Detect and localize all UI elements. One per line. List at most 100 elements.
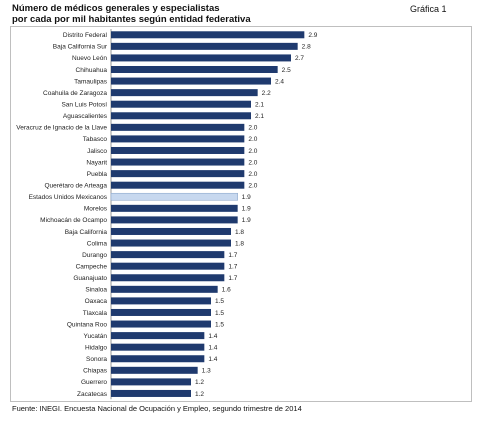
bar	[111, 332, 205, 340]
bar	[111, 77, 271, 85]
bar	[111, 216, 238, 224]
bar	[111, 389, 191, 397]
value-label: 1.5	[215, 321, 224, 328]
category-label: Nuevo León	[72, 55, 107, 62]
value-label: 1.7	[228, 275, 237, 282]
category-label: Jalisco	[87, 148, 107, 155]
value-label: 2.4	[275, 78, 284, 85]
value-label: 1.7	[228, 263, 237, 270]
category-label: Tabasco	[83, 136, 108, 143]
value-label: 1.9	[242, 217, 251, 224]
value-label: 2.1	[255, 102, 264, 109]
category-label: Guerrero	[81, 379, 107, 386]
category-label: Tlaxcala	[83, 310, 108, 317]
value-label: 2.0	[248, 171, 257, 178]
bar	[111, 146, 245, 154]
bar	[111, 31, 305, 39]
bar	[111, 112, 251, 120]
bar	[111, 170, 245, 178]
category-label: Yucatán	[84, 333, 108, 340]
value-label: 1.7	[228, 252, 237, 259]
value-label: 1.9	[242, 206, 251, 213]
category-label: Campeche	[76, 263, 108, 270]
bar	[111, 320, 211, 328]
bar	[111, 42, 298, 50]
value-label: 2.0	[248, 136, 257, 143]
category-label: Baja California	[65, 229, 108, 236]
value-label: 2.1	[255, 113, 264, 120]
source-note: Fuente: INEGI. Encuesta Nacional de Ocup…	[12, 404, 302, 413]
category-label: Hidalgo	[85, 344, 107, 351]
value-label: 1.5	[215, 310, 224, 317]
bar	[111, 100, 251, 108]
category-label: Colima	[87, 240, 108, 247]
category-label: Chiapas	[83, 368, 108, 375]
category-label: Durango	[82, 252, 107, 259]
bar	[111, 123, 245, 131]
category-label: Sinaloa	[85, 287, 107, 294]
bar	[111, 227, 231, 235]
bar	[111, 54, 291, 62]
chart-title: Número de médicos generales y especialis…	[12, 3, 342, 25]
chart-frame: Distrito Federal 2.9 Baja California Sur 2.…	[10, 26, 472, 402]
graph-number-label: Gráfica 1	[410, 4, 447, 14]
value-label: 1.8	[235, 229, 244, 236]
value-label: 2.0	[248, 125, 257, 132]
category-label: Nayarit	[86, 159, 107, 166]
bar	[111, 135, 245, 143]
value-label: 2.2	[262, 90, 271, 97]
value-label: 1.6	[222, 287, 231, 294]
category-label: Querétaro de Arteaga	[44, 182, 107, 189]
bar	[111, 274, 225, 282]
category-label: Estados Unidos Mexicanos	[29, 194, 108, 201]
category-label: San Luis Potosí	[61, 102, 107, 109]
category-label: Distrito Federal	[63, 32, 108, 39]
value-label: 1.8	[235, 240, 244, 247]
bar	[111, 251, 225, 259]
bar	[111, 204, 238, 212]
bar	[111, 262, 225, 270]
bar	[111, 297, 211, 305]
value-label: 2.9	[308, 32, 317, 39]
category-label: Guanajuato	[73, 275, 107, 282]
bar	[111, 285, 218, 293]
bar	[111, 239, 231, 247]
category-label: Sonora	[86, 356, 107, 363]
bar	[111, 158, 245, 166]
category-label: Veracruz de Ignacio de la Llave	[16, 125, 107, 132]
chart-title-line-1: Número de médicos generales y especialis…	[12, 3, 220, 14]
bar	[111, 366, 198, 374]
category-label: Baja California Sur	[53, 44, 108, 51]
value-label: 2.8	[302, 44, 311, 51]
bar-national-highlight	[110, 192, 238, 201]
category-label: Zacatecas	[77, 391, 108, 398]
value-label: 2.0	[248, 159, 257, 166]
value-label: 1.2	[195, 391, 204, 398]
value-label: 1.5	[215, 298, 224, 305]
bar	[111, 65, 278, 73]
category-label: Tamaulipas	[74, 78, 108, 85]
value-label: 2.0	[248, 182, 257, 189]
bar-chart: Distrito Federal 2.9 Baja California Sur 2.…	[16, 29, 318, 400]
value-label: 2.0	[248, 148, 257, 155]
value-label: 2.7	[295, 55, 304, 62]
bar	[111, 89, 258, 97]
value-label: 1.4	[208, 356, 217, 363]
bar	[111, 343, 205, 351]
category-label: Coahuila de Zaragoza	[43, 90, 107, 97]
value-label: 2.5	[282, 67, 291, 74]
bar	[111, 355, 205, 363]
bar	[111, 181, 245, 189]
value-label: 1.4	[208, 344, 217, 351]
category-label: Chihuahua	[76, 67, 108, 74]
bar	[111, 378, 191, 386]
category-label: Morelos	[84, 206, 108, 213]
bar	[111, 308, 211, 316]
chart-title-line-2: por cada por mil habitantes según entida…	[12, 14, 251, 25]
value-label: 1.4	[208, 333, 217, 340]
category-label: Quintana Roo	[67, 321, 107, 328]
value-label: 1.9	[242, 194, 251, 201]
category-label: Puebla	[87, 171, 108, 178]
category-label: Michoacán de Ocampo	[40, 217, 107, 224]
value-label: 1.3	[202, 368, 211, 375]
